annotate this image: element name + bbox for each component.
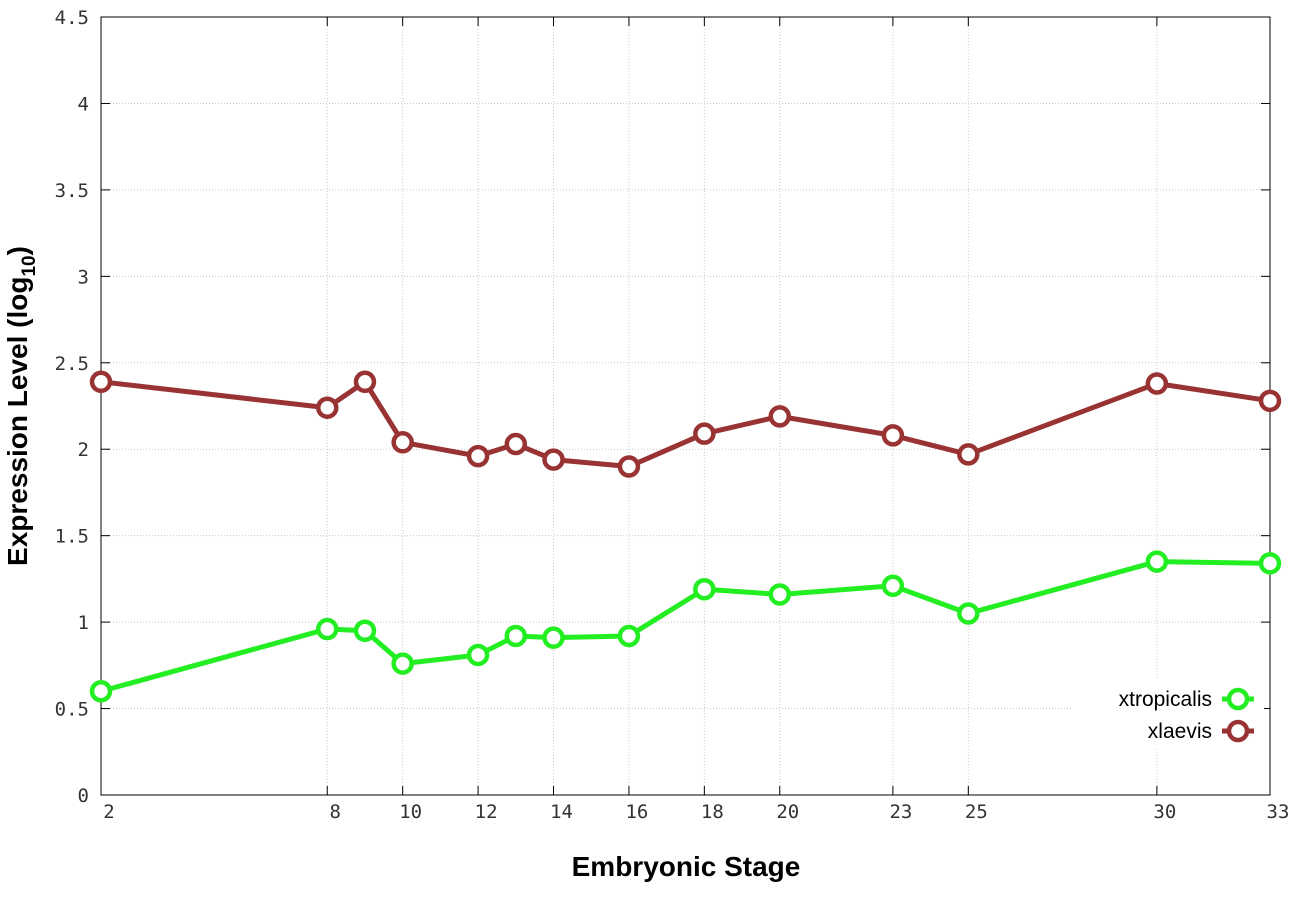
legend-marker-xlaevis: [1226, 719, 1250, 743]
data-point-xtropicalis: [957, 602, 980, 625]
x-tick-label: 10: [399, 801, 422, 823]
data-point-xlaevis: [542, 448, 565, 471]
data-point-xtropicalis: [316, 617, 339, 641]
data-point-xtropicalis: [617, 624, 641, 648]
x-axis-title: Embryonic Stage: [572, 851, 801, 882]
x-tick-label: 12: [475, 801, 498, 823]
y-tick-label: 2: [78, 439, 89, 461]
series-line-xlaevis: [100, 379, 1271, 470]
y-axis-title-close: ): [2, 246, 33, 255]
data-point-xlaevis: [391, 431, 414, 454]
data-point-xtropicalis: [542, 626, 565, 649]
y-tick-label: 3: [78, 266, 89, 288]
y-tick-label: 0.5: [55, 699, 89, 721]
data-point-xtropicalis: [89, 680, 113, 703]
data-point-xlaevis: [768, 405, 792, 428]
data-point-xlaevis: [316, 396, 339, 419]
y-tick-label: 2.5: [55, 353, 89, 375]
y-tick-label: 1: [78, 612, 89, 634]
data-point-xlaevis: [881, 424, 905, 447]
data-point-xtropicalis: [693, 578, 716, 601]
data-point-xtropicalis: [466, 643, 490, 667]
data-point-xtropicalis: [504, 624, 528, 648]
y-tick-label: 4: [78, 93, 89, 115]
y-axis-ticks: 0 0.5 1 1.5 2 2.5 3 3.5 4 4.5: [55, 7, 1270, 807]
legend-label-xtropicalis: xtropicalis: [1119, 688, 1212, 711]
data-point-xtropicalis: [1145, 550, 1169, 573]
data-point-xlaevis: [693, 422, 716, 445]
data-point-xlaevis: [617, 455, 641, 478]
y-axis-title-subscript: 10: [19, 255, 40, 276]
data-point-xtropicalis: [768, 583, 792, 606]
data-point-xlaevis: [1258, 389, 1282, 413]
y-axis-title: Expression Level (log10): [2, 246, 40, 566]
x-tick-label: 14: [550, 801, 573, 823]
data-point-xlaevis: [89, 370, 113, 394]
data-point-xtropicalis: [1258, 552, 1282, 575]
x-tick-label: 18: [701, 801, 724, 823]
legend-label-xlaevis: xlaevis: [1148, 720, 1212, 743]
y-tick-label: 4.5: [55, 7, 89, 29]
data-point-xlaevis: [504, 432, 528, 456]
x-tick-label: 30: [1153, 801, 1176, 823]
data-series: [89, 370, 1282, 703]
x-tick-label: 16: [625, 801, 648, 823]
legend-marker-xtropicalis: [1226, 687, 1250, 711]
data-point-xlaevis: [957, 443, 980, 466]
legend: xtropicalis xlaevis: [1072, 680, 1264, 748]
data-point-xlaevis: [466, 444, 490, 468]
x-tick-label: 23: [889, 801, 912, 823]
x-tick-label: 25: [965, 801, 988, 823]
x-axis-ticks: 2 8 10 12 14 16 18 20 23 25 30 33: [100, 17, 1290, 823]
x-tick-label: 20: [776, 801, 799, 823]
x-tick-label: 2: [103, 801, 114, 823]
x-tick-label: 33: [1267, 801, 1290, 823]
y-tick-label: 3.5: [55, 180, 89, 202]
data-point-xlaevis: [1145, 372, 1169, 395]
y-tick-label: 1.5: [55, 526, 89, 548]
x-tick-label: 8: [330, 801, 341, 823]
data-point-xlaevis: [353, 370, 377, 394]
y-tick-label: 0: [78, 785, 89, 807]
data-point-xtropicalis: [353, 619, 377, 643]
data-point-xtropicalis: [391, 652, 414, 675]
y-axis-title-main: Expression Level (log: [2, 277, 33, 566]
data-point-xtropicalis: [881, 574, 905, 598]
